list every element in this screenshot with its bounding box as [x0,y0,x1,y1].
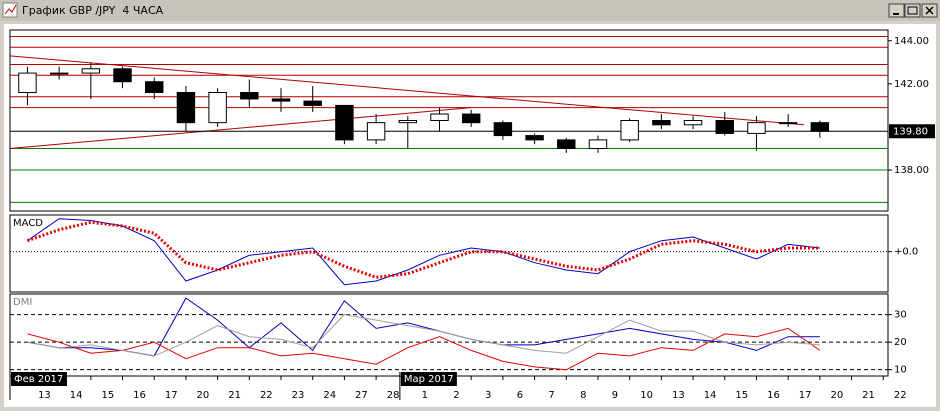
candle-body [747,122,766,134]
x-tick-label: 7 [548,390,554,401]
candle-body [18,72,37,93]
series-line [27,297,820,357]
month-label: Фев 2017 [14,374,63,385]
series-line [27,314,820,357]
series-line [26,220,820,279]
candle-body [525,135,544,141]
candle-body [715,120,734,134]
month-label-box [11,372,67,386]
y-tick-label: 30 [894,310,907,321]
x-tick-label: 3 [485,390,491,401]
candle-body [145,81,164,93]
pane-title: MACD [13,218,43,229]
x-tick-label: 21 [228,390,241,401]
series-line [27,327,821,371]
candle-body [398,120,418,124]
x-tick-label: 14 [704,390,717,401]
x-tick-label: 1 [422,390,428,401]
candle-body [461,113,481,124]
x-tick-label: 2 [453,390,459,401]
pane-title: DMI [13,297,32,308]
minimize-button[interactable] [888,3,905,18]
x-tick-label: 20 [197,390,210,401]
y-tick-label: 138.00 [894,165,929,176]
candle-body [493,122,513,137]
x-tick-label: 15 [101,390,114,401]
y-tick-label: 142.00 [894,79,929,90]
maximize-button[interactable] [904,3,921,18]
window-title: График GBP /JPY 4 ЧАСА [22,4,164,17]
last-price-label: 139.80 [893,126,928,137]
x-tick-label: 22 [894,390,907,401]
candle-body [683,120,703,126]
y-tick-label: 144.00 [894,36,929,47]
x-tick-label: 17 [165,390,178,401]
trend-line [9,107,472,150]
x-tick-label: 24 [323,390,336,401]
candle-body [81,68,101,74]
x-tick-label: 15 [735,390,748,401]
candle-body [335,104,354,141]
x-tick-label: 23 [292,390,305,401]
x-tick-label: 22 [260,390,273,401]
pane-border [9,29,889,212]
candle-body [303,100,322,106]
window-icon-graph [4,4,17,15]
candle-body [430,113,449,121]
month-label-box [400,372,457,386]
x-tick-label: 28 [387,390,400,401]
candle-body [240,91,259,100]
candle-body [557,139,576,150]
x-tick-label: 13 [38,390,51,401]
trend-line [9,55,805,126]
month-label: Мар 2017 [404,374,454,385]
candle-body [49,72,69,75]
candle-body [620,120,639,141]
last-price-box [889,124,935,139]
x-tick-label: 16 [767,390,780,401]
candle-body [271,98,291,102]
series-line [27,218,820,286]
x-tick-label: 27 [355,390,368,401]
y-tick-label: 10 [894,365,907,376]
x-tick-label: 10 [640,390,653,401]
candle-body [652,120,671,126]
x-tick-label: 17 [799,390,812,401]
x-tick-label: 21 [862,390,875,401]
candle-body [113,68,132,83]
pane-border [9,214,889,293]
x-tick-label: 9 [612,390,618,401]
candle-body [810,122,830,132]
x-tick-label: 8 [580,390,586,401]
x-tick-label: 13 [672,390,685,401]
candle-body [176,91,196,124]
candle-body [588,139,608,150]
candle-body [778,122,798,125]
close-button[interactable] [921,3,938,18]
y-tick-label: 20 [894,337,907,348]
x-tick-label: 14 [70,390,83,401]
x-tick-label: 16 [133,390,146,401]
y-tick-label: +0.0 [894,247,918,258]
x-tick-label: 6 [517,390,523,401]
candle-body [208,91,227,124]
candle-body [366,122,386,141]
x-tick-label: 20 [830,390,843,401]
title-bar [0,0,940,21]
